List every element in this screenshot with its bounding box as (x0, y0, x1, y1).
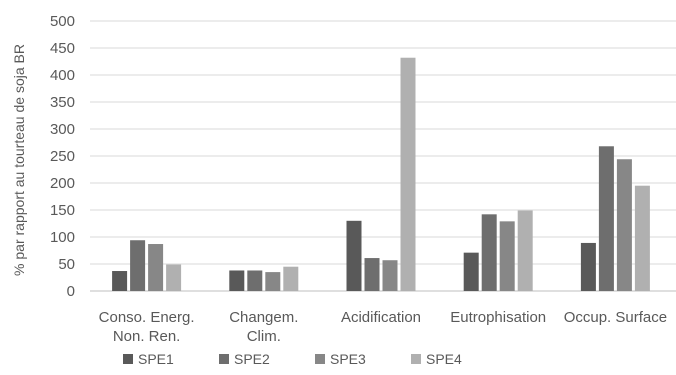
y-tick-label: 100 (50, 229, 75, 246)
bar-spe3 (382, 260, 398, 291)
bar-spe1 (229, 270, 245, 291)
bar-spe4 (400, 57, 416, 291)
y-tick-label: 450 (50, 40, 75, 57)
bar-spe4 (166, 264, 182, 291)
legend-item: SPE4 (411, 351, 462, 367)
bar-spe2 (598, 146, 614, 291)
bar-spe2 (247, 270, 263, 291)
x-tick-label: Conso. Energ. Non. Ren. (99, 309, 195, 345)
legend-swatch (411, 354, 421, 364)
y-tick-label: 150 (50, 202, 75, 219)
legend-label: SPE3 (330, 351, 366, 367)
bar-spe3 (265, 272, 281, 291)
y-tick-label: 400 (50, 67, 75, 84)
legend-item: SPE3 (315, 351, 366, 367)
y-tick-label: 500 (50, 13, 75, 30)
legend: SPE1 SPE2 SPE3 SPE4 (123, 351, 462, 367)
x-tick-label: Eutrophisation (450, 309, 546, 326)
x-axis-labels: Conso. Energ. Non. Ren. Changem. Clim. Acidi… (99, 309, 667, 345)
bar-spe2 (364, 258, 380, 291)
legend-swatch (219, 354, 229, 364)
y-tick-label: 200 (50, 175, 75, 192)
legend-swatch (315, 354, 325, 364)
bar-spe1 (346, 220, 362, 291)
y-axis-label-group: % par rapport au tourteau de soja BR (11, 44, 27, 276)
bar-spe3 (616, 159, 632, 291)
legend-item: SPE2 (219, 351, 270, 367)
y-tick-label: 350 (50, 94, 75, 111)
bar-spe1 (580, 242, 596, 291)
y-tick-label: 250 (50, 148, 75, 165)
legend-label: SPE2 (234, 351, 270, 367)
bar-spe1 (112, 271, 128, 291)
x-tick-label: Occup. Surface (564, 309, 667, 326)
bar-spe3 (499, 221, 515, 291)
bar-spe4 (634, 185, 650, 291)
legend-item: SPE1 (123, 351, 174, 367)
y-tick-label: 300 (50, 121, 75, 138)
bar-spe4 (283, 266, 299, 291)
bar-spe2 (481, 214, 497, 291)
legend-swatch (123, 354, 133, 364)
y-axis-label: % par rapport au tourteau de soja BR (11, 44, 27, 276)
y-axis-ticks: 0 50 100 150 200 250 300 350 400 450 500 (50, 13, 75, 300)
legend-label: SPE1 (138, 351, 174, 367)
x-tick-label: Acidification (341, 309, 421, 326)
y-tick-label: 50 (58, 256, 75, 273)
bar-spe1 (463, 252, 479, 291)
legend-label: SPE4 (426, 351, 462, 367)
gridlines (90, 20, 676, 292)
x-tick-label: Changem. Clim. (229, 309, 298, 345)
y-tick-label: 0 (67, 283, 75, 300)
bar-spe2 (130, 240, 146, 291)
bar-spe3 (148, 244, 164, 291)
bars (112, 57, 650, 291)
bar-spe4 (517, 210, 533, 291)
